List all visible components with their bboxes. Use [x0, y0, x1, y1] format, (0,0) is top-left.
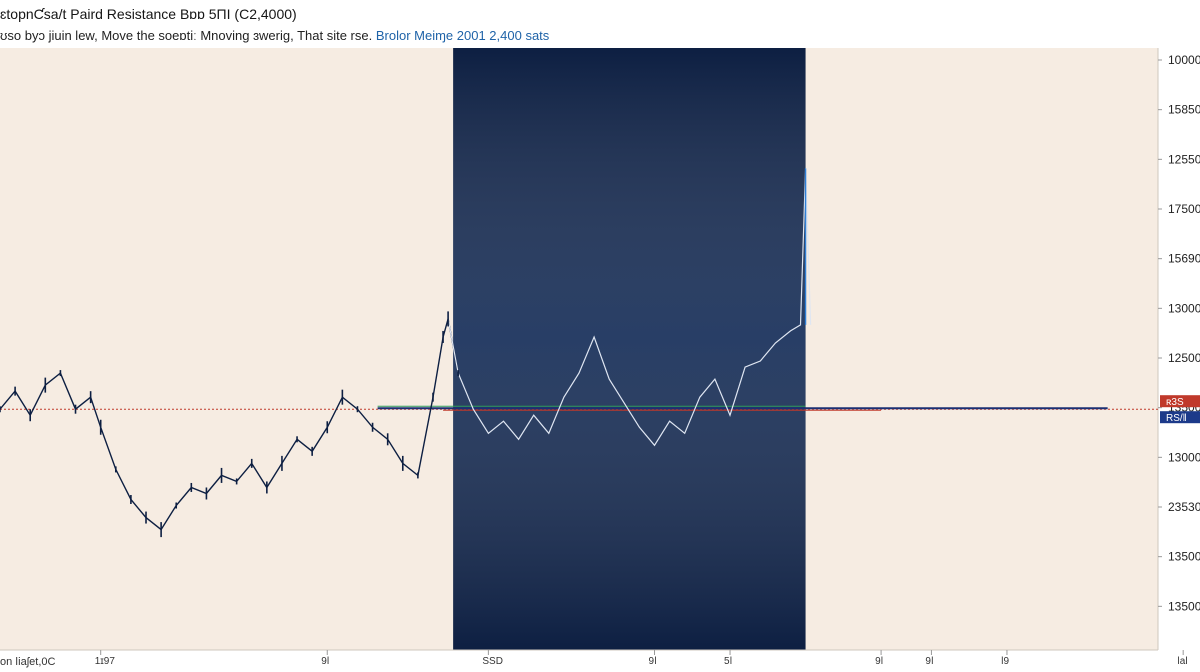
x-tick-label: 9ǀ [649, 656, 657, 667]
chart-lines [0, 168, 1158, 538]
chart-subtitle: ʊso byɔ jiuin lew, Move the soeɒtiː Mnov… [0, 28, 549, 43]
subtitle-text: ʊso byɔ jiuin lew, Move the soeɒtiː Mnov… [0, 28, 373, 43]
chart-title: ɛtopnƇsa/t Paird Resistance Bɒɒ 5ΠI (C2,… [0, 6, 297, 22]
price-badge-upper [1160, 395, 1200, 408]
chart-footer: on ǀiaʃet,0C [0, 656, 56, 668]
price-badge-lower-label: RS/ǁ [1166, 413, 1187, 424]
y-tick-label: 13000 [1168, 450, 1200, 464]
x-tick-label: 5ǀ [724, 656, 732, 667]
y-axis-ticks: 10000 15850 12550 17500 15690 13000 12500 13500… [1158, 53, 1200, 613]
x-axis-ticks: 1ɪ97 9ǀ SSD 9ǀ 5ǀ 9ǀ 9ǀ ǀ9 ǀal [95, 650, 1188, 667]
y-tick-label: 13500 [1168, 550, 1200, 564]
band-glow [453, 48, 806, 650]
x-tick-label: 9ǀ [321, 656, 329, 667]
y-tick-label: 23530 [1168, 500, 1200, 514]
x-tick-label: 1ɪ97 [95, 656, 116, 667]
y-tick-label: 12500 [1168, 351, 1200, 365]
price-badges: ʀ3S RS/ǁ [1160, 395, 1200, 424]
y-tick-label: 12550 [1168, 152, 1200, 166]
x-tick-label: ǀal [1177, 656, 1187, 667]
price-badge-lower [1160, 411, 1200, 424]
y-tick-label: 10000 [1168, 53, 1200, 67]
y-tick-label: 15690 [1168, 252, 1200, 266]
x-tick-label: 9ǀ [925, 656, 933, 667]
x-tick-label: 9ǀ [875, 656, 883, 667]
price-badge-upper-label: ʀ3S [1166, 397, 1184, 408]
y-tick-label: 17500 [1168, 202, 1200, 216]
price-series-line-highlighted [447, 168, 812, 447]
x-tick-label: SSD [482, 656, 503, 667]
subtitle-highlight: Brolor Meiɱe 2001 2,400 sats [375, 28, 550, 43]
y-tick-label: 13500 [1168, 599, 1200, 613]
x-tick-label: ǀ9 [1001, 656, 1010, 667]
y-tick-label: 13000 [1168, 301, 1200, 315]
y-tick-label: 15850 [1168, 103, 1200, 117]
